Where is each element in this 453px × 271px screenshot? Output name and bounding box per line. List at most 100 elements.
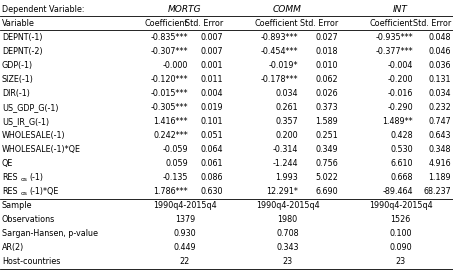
Text: -0.200: -0.200 [387, 75, 413, 84]
Text: 5.022: 5.022 [315, 173, 338, 182]
Text: 1.416***: 1.416*** [154, 117, 188, 126]
Text: 0.242***: 0.242*** [153, 131, 188, 140]
Text: GDP(-1): GDP(-1) [2, 61, 33, 70]
Text: 0.756: 0.756 [315, 159, 338, 168]
Text: 0.001: 0.001 [201, 61, 223, 70]
Text: -0.000: -0.000 [163, 61, 188, 70]
Text: -1.244: -1.244 [273, 159, 298, 168]
Text: 1379: 1379 [175, 215, 195, 224]
Text: 1990q4-2015q4: 1990q4-2015q4 [255, 201, 319, 210]
Text: 1.589: 1.589 [315, 117, 338, 126]
Text: 0.048: 0.048 [429, 33, 451, 42]
Text: 0.027: 0.027 [315, 33, 338, 42]
Text: 0.034: 0.034 [429, 89, 451, 98]
Text: os: os [21, 177, 28, 182]
Text: 68.237: 68.237 [423, 187, 451, 196]
Text: 0.348: 0.348 [429, 145, 451, 154]
Text: 0.090: 0.090 [389, 243, 412, 252]
Text: RES: RES [2, 173, 18, 182]
Text: -0.019*: -0.019* [269, 61, 298, 70]
Text: RES: RES [2, 187, 18, 196]
Text: 0.232: 0.232 [428, 103, 451, 112]
Text: 0.357: 0.357 [275, 117, 298, 126]
Text: 0.708: 0.708 [276, 229, 299, 238]
Text: 0.007: 0.007 [200, 47, 223, 56]
Text: US_IR_G(-1): US_IR_G(-1) [2, 117, 49, 126]
Text: 6.690: 6.690 [315, 187, 338, 196]
Text: 0.349: 0.349 [315, 145, 338, 154]
Text: WHOLESALE(-1): WHOLESALE(-1) [2, 131, 66, 140]
Text: AR(2): AR(2) [2, 243, 24, 252]
Text: Host-countries: Host-countries [2, 257, 60, 266]
Text: 0.004: 0.004 [201, 89, 223, 98]
Text: 1.489**: 1.489** [382, 117, 413, 126]
Text: -0.314: -0.314 [273, 145, 298, 154]
Text: COMM: COMM [273, 5, 302, 14]
Text: 1980: 1980 [277, 215, 298, 224]
Text: 0.010: 0.010 [315, 61, 338, 70]
Text: -0.290: -0.290 [387, 103, 413, 112]
Text: -0.893***: -0.893*** [260, 33, 298, 42]
Text: 0.449: 0.449 [173, 243, 196, 252]
Text: (-1): (-1) [29, 173, 43, 182]
Text: 1526: 1526 [390, 215, 410, 224]
Text: 0.062: 0.062 [315, 75, 338, 84]
Text: QE: QE [2, 159, 14, 168]
Text: 22: 22 [180, 257, 190, 266]
Text: -0.016: -0.016 [388, 89, 413, 98]
Text: 0.059: 0.059 [165, 159, 188, 168]
Text: 0.251: 0.251 [315, 131, 338, 140]
Text: 0.131: 0.131 [429, 75, 451, 84]
Text: DEPNT(-1): DEPNT(-1) [2, 33, 43, 42]
Text: -0.835***: -0.835*** [150, 33, 188, 42]
Text: 0.343: 0.343 [276, 243, 299, 252]
Text: 0.018: 0.018 [315, 47, 338, 56]
Text: WHOLESALE(-1)*QE: WHOLESALE(-1)*QE [2, 145, 81, 154]
Text: 0.747: 0.747 [428, 117, 451, 126]
Text: 0.101: 0.101 [201, 117, 223, 126]
Text: -0.004: -0.004 [388, 61, 413, 70]
Text: 6.610: 6.610 [390, 159, 413, 168]
Text: -89.464: -89.464 [382, 187, 413, 196]
Text: -0.307***: -0.307*** [150, 47, 188, 56]
Text: Std. Error: Std. Error [185, 19, 223, 28]
Text: Sargan-Hansen, p-value: Sargan-Hansen, p-value [2, 229, 98, 238]
Text: Variable: Variable [2, 19, 35, 28]
Text: -0.935***: -0.935*** [376, 33, 413, 42]
Text: SIZE(-1): SIZE(-1) [2, 75, 34, 84]
Text: Coefficient: Coefficient [255, 19, 298, 28]
Text: 0.200: 0.200 [275, 131, 298, 140]
Text: os: os [21, 191, 28, 196]
Text: Dependent Variable:: Dependent Variable: [2, 5, 85, 14]
Text: 0.064: 0.064 [201, 145, 223, 154]
Text: -0.454***: -0.454*** [260, 47, 298, 56]
Text: 0.007: 0.007 [200, 33, 223, 42]
Text: 23: 23 [282, 257, 293, 266]
Text: 1.993: 1.993 [275, 173, 298, 182]
Text: DIR(-1): DIR(-1) [2, 89, 30, 98]
Text: 0.019: 0.019 [200, 103, 223, 112]
Text: Coefficient: Coefficient [370, 19, 413, 28]
Text: -0.015***: -0.015*** [150, 89, 188, 98]
Text: 0.668: 0.668 [390, 173, 413, 182]
Text: (-1)*QE: (-1)*QE [29, 187, 58, 196]
Text: 0.100: 0.100 [389, 229, 412, 238]
Text: US_GDP_G(-1): US_GDP_G(-1) [2, 103, 58, 112]
Text: 0.643: 0.643 [429, 131, 451, 140]
Text: Sample: Sample [2, 201, 33, 210]
Text: -0.120***: -0.120*** [150, 75, 188, 84]
Text: 0.428: 0.428 [390, 131, 413, 140]
Text: -0.135: -0.135 [163, 173, 188, 182]
Text: 0.036: 0.036 [429, 61, 451, 70]
Text: Std. Error: Std. Error [413, 19, 451, 28]
Text: 0.034: 0.034 [275, 89, 298, 98]
Text: 0.373: 0.373 [315, 103, 338, 112]
Text: 0.061: 0.061 [201, 159, 223, 168]
Text: 0.011: 0.011 [201, 75, 223, 84]
Text: 1990q4-2015q4: 1990q4-2015q4 [369, 201, 432, 210]
Text: INT: INT [393, 5, 408, 14]
Text: DEPNT(-2): DEPNT(-2) [2, 47, 43, 56]
Text: Observations: Observations [2, 215, 55, 224]
Text: 0.051: 0.051 [200, 131, 223, 140]
Text: 4.916: 4.916 [429, 159, 451, 168]
